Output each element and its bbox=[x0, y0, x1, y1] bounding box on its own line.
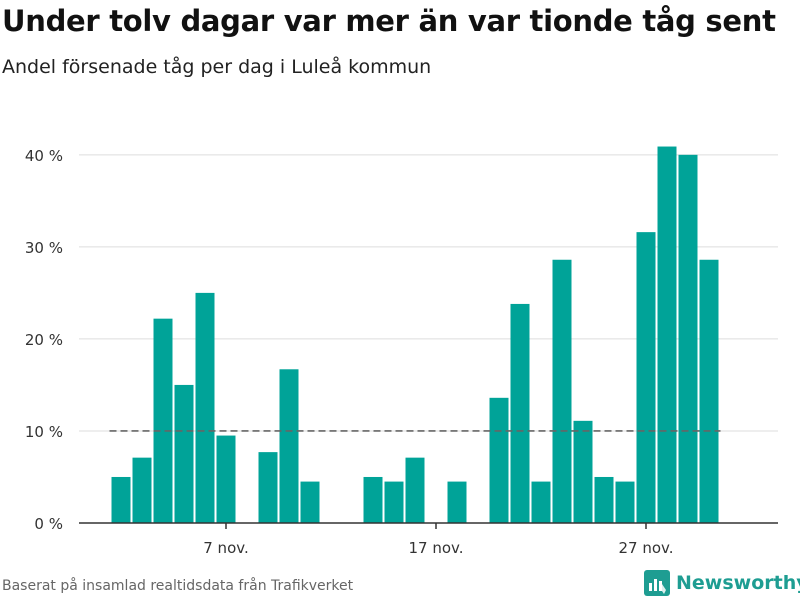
y-tick-label: 40 % bbox=[25, 147, 63, 165]
chart-title: Under tolv dagar var mer än var tionde t… bbox=[2, 4, 776, 38]
chart-subtitle: Andel försenade tåg per dag i Luleå komm… bbox=[2, 56, 432, 78]
y-tick-label: 20 % bbox=[25, 331, 63, 349]
bar bbox=[636, 232, 656, 524]
bar bbox=[363, 476, 383, 523]
bar bbox=[300, 481, 320, 523]
x-tick-label: 17 nov. bbox=[408, 539, 463, 557]
bar bbox=[384, 481, 404, 523]
bar bbox=[657, 146, 677, 523]
x-tick-label: 7 nov. bbox=[203, 539, 248, 557]
bar bbox=[279, 369, 299, 523]
bar bbox=[153, 318, 173, 523]
bar bbox=[405, 457, 425, 523]
bar bbox=[678, 154, 698, 523]
bar bbox=[174, 384, 194, 523]
newsworthy-logo-icon bbox=[644, 570, 670, 596]
y-tick-label: 10 % bbox=[25, 423, 63, 441]
bar bbox=[132, 457, 152, 523]
bar bbox=[531, 481, 551, 523]
bar bbox=[552, 259, 572, 523]
bar bbox=[510, 303, 530, 523]
source-note: Baserat på insamlad realtidsdata från Tr… bbox=[2, 578, 354, 594]
bar bbox=[111, 476, 131, 523]
bar bbox=[216, 435, 236, 523]
brand-logo: Newsworthy bbox=[644, 570, 800, 596]
y-tick-label: 30 % bbox=[25, 239, 63, 257]
bar bbox=[699, 259, 719, 523]
bar bbox=[594, 476, 614, 523]
bar bbox=[447, 481, 467, 523]
bar bbox=[489, 397, 509, 523]
bar bbox=[195, 292, 215, 523]
bar bbox=[573, 420, 593, 523]
brand-name: Newsworthy bbox=[676, 572, 800, 594]
bar bbox=[615, 481, 635, 523]
x-tick-label: 27 nov. bbox=[618, 539, 673, 557]
bar bbox=[258, 452, 278, 523]
y-tick-label: 0 % bbox=[34, 515, 63, 533]
